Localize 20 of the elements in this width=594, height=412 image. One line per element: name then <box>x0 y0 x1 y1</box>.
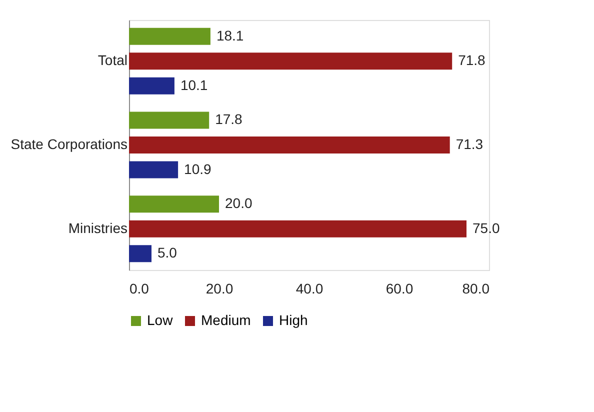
data-label: 75.0 <box>472 220 500 236</box>
y-tick-label: Ministries <box>68 220 128 236</box>
data-label: 71.3 <box>456 136 484 152</box>
legend-label: Low <box>147 312 174 328</box>
data-label: 20.0 <box>225 195 252 212</box>
x-tick-label: 80.0 <box>462 280 490 296</box>
data-label: 10.1 <box>180 76 208 93</box>
data-label: 10.9 <box>184 160 212 177</box>
x-tick-label: 60.0 <box>386 280 414 296</box>
x-tick-label: 0.0 <box>130 280 150 296</box>
data-label: 17.8 <box>215 111 243 128</box>
y-tick-label: State Corporations <box>10 136 128 152</box>
x-tick-label: 40.0 <box>296 280 324 296</box>
data-label: 18.1 <box>216 27 244 44</box>
data-label: 71.8 <box>458 52 486 68</box>
y-tick-label: Total <box>98 52 128 68</box>
legend-label: High <box>279 312 308 328</box>
legend-label: Medium <box>201 312 251 328</box>
x-tick-label: 20.0 <box>206 280 234 296</box>
data-label: 5.0 <box>158 244 178 261</box>
